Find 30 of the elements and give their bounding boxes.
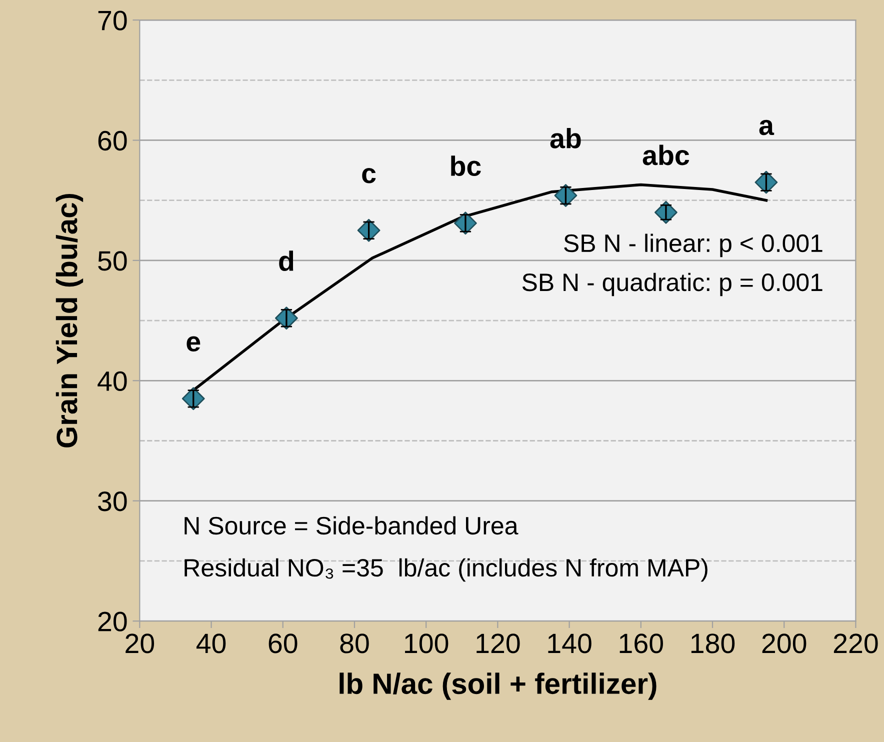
annotation: ab (550, 128, 581, 148)
y-tick-label: 30 (98, 492, 127, 512)
annotation: SB N - quadratic: p = 0.001 (522, 272, 822, 296)
y-tick-label: 70 (98, 10, 127, 30)
annotation: e (186, 336, 200, 352)
x-tick-label: 160 (620, 634, 663, 654)
x-tick-label: 100 (405, 634, 448, 654)
y-axis-title: Grain Yield (bu/ac) (56, 194, 84, 448)
x-tick-label: 60 (268, 634, 298, 654)
x-tick-label: 200 (762, 634, 806, 654)
y-tick-label: 60 (98, 130, 127, 151)
x-tick-label: 120 (476, 634, 520, 654)
y-tick-label: 50 (98, 251, 127, 271)
y-tick-label: 20 (98, 612, 127, 632)
x-tick-label: 220 (834, 634, 878, 654)
x-tick-label: 180 (691, 634, 735, 654)
annotation: c (362, 168, 376, 184)
x-tick-label: 20 (126, 634, 154, 654)
x-axis-title: lb N/ac (soil + fertilizer) (340, 672, 656, 700)
x-tick-label: 140 (548, 634, 592, 654)
annotation: abc (642, 144, 690, 166)
annotation: a (759, 120, 774, 136)
annotation: SB N - linear: p < 0.001 (564, 234, 822, 258)
x-tick-label: 40 (196, 634, 226, 654)
annotation: bc (451, 156, 481, 176)
x-tick-label: 80 (340, 634, 369, 654)
annotation: d (279, 250, 294, 271)
annotation: N Source = Side-banded Urea (184, 516, 518, 535)
y-tick-label: 40 (98, 371, 127, 391)
annotation: Residual NO₃ =35 lb/ac (includes N from MAP) (184, 558, 708, 582)
